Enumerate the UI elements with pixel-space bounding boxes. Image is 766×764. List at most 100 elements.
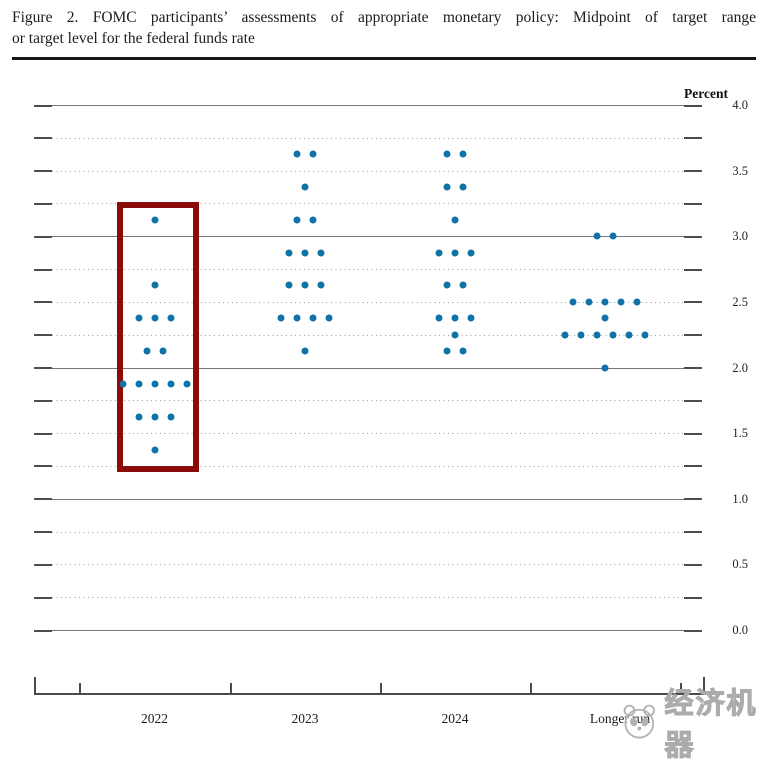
gridline (34, 269, 702, 271)
gridline-right-tick (684, 531, 702, 534)
x-axis (34, 693, 705, 695)
gridline-right-tick (684, 367, 702, 369)
gridline (34, 301, 702, 303)
fomc-dot (183, 380, 190, 388)
watermark-text: 经济机器 (664, 688, 758, 763)
fomc-dot (459, 347, 467, 355)
x-axis-label-2023: 2023 (291, 711, 319, 726)
fomc-dot (301, 249, 309, 257)
fomc-dot (119, 380, 126, 388)
fomc-dot (585, 298, 593, 306)
x-axis-tick (530, 683, 532, 694)
fomc-dot (593, 331, 601, 339)
fomc-dot (601, 364, 609, 371)
gridline-right-tick (684, 235, 702, 238)
fomc-dot (151, 446, 158, 454)
gridline-right-tick (684, 399, 702, 402)
fomc-dot (459, 281, 467, 289)
y-tick-label: 4.0 (732, 98, 748, 112)
fomc-dot (285, 281, 293, 289)
gridline-left-tick (34, 367, 52, 369)
gridline-left-tick (34, 432, 52, 435)
watermark: 经济机器 (618, 680, 766, 764)
fomc-dot (435, 249, 443, 257)
x-axis-label-2022: 2022 (141, 711, 168, 726)
gridline (34, 170, 702, 172)
gridline (34, 498, 702, 500)
y-tick-label: 0.5 (732, 557, 748, 572)
gridline (34, 334, 702, 336)
gridline-right-tick (684, 465, 702, 468)
gridline (34, 433, 702, 435)
dot-plot-chart: Percent 0.0 0.5 1.0 1.5 2.0 2.5 3.0 3.5 4.0 2022 2… (34, 86, 748, 726)
gridline-left-tick (34, 498, 52, 501)
gridline (34, 531, 702, 533)
fomc-dot (151, 413, 158, 421)
gridline-left-tick (34, 301, 52, 304)
fomc-dot (293, 150, 301, 158)
x-axis-tick (79, 683, 81, 694)
gridline-left-tick (34, 334, 52, 337)
fomc-dot (467, 314, 475, 322)
fomc-dot (577, 331, 585, 339)
fomc-dot (151, 380, 158, 388)
x-axis-tick (703, 677, 705, 694)
fomc-dot (459, 183, 467, 191)
fomc-dot (151, 216, 158, 224)
x-axis-tick (34, 677, 36, 694)
gridline-left-tick (34, 235, 52, 238)
fomc-dot (625, 331, 633, 339)
fomc-dot (143, 347, 150, 355)
fomc-dot (569, 298, 577, 306)
y-tick-label: 3.0 (732, 229, 748, 244)
gridline-right-tick (684, 202, 702, 205)
y-tick-label: 2.5 (732, 294, 748, 309)
fomc-dot (159, 347, 166, 355)
gridline (34, 400, 702, 402)
gridline (34, 597, 702, 599)
gridline-left-tick (34, 563, 52, 566)
gridline-right-tick (684, 170, 702, 173)
fomc-dot (467, 249, 475, 257)
gridline-left-tick (34, 104, 52, 107)
fomc-dot (167, 413, 174, 421)
fomc-dot (601, 314, 609, 322)
x-axis-tick (230, 683, 232, 694)
fomc-dot (301, 281, 309, 289)
fomc-dot (301, 183, 309, 191)
panda-logo-icon (623, 704, 655, 739)
gridline (34, 236, 702, 238)
gridline-right-tick (684, 596, 702, 599)
fomc-dot (151, 314, 158, 322)
fomc-dot (443, 183, 451, 191)
figure-title-line2: or target level for the federal funds ra… (12, 30, 255, 47)
fomc-dot (135, 314, 142, 322)
title-divider-rule (12, 57, 756, 60)
fomc-dot (459, 150, 467, 158)
fomc-dot (609, 331, 617, 339)
fomc-dot (317, 249, 325, 257)
fomc-dot (285, 249, 293, 257)
gridline-left-tick (34, 531, 52, 534)
gridline-right-tick (684, 629, 702, 632)
gridline (34, 367, 702, 369)
fomc-dot (301, 347, 309, 355)
gridline (34, 564, 702, 566)
fomc-dot (309, 150, 317, 158)
fomc-dot (601, 298, 609, 306)
gridline (34, 137, 702, 139)
x-axis-label-2024: 2024 (441, 711, 469, 726)
fomc-dot (317, 281, 325, 289)
y-tick-label: 0.0 (732, 623, 748, 637)
y-axis-unit-label: Percent (684, 86, 728, 101)
gridline-left-tick (34, 596, 52, 599)
gridline (34, 203, 702, 205)
gridline-right-tick (684, 432, 702, 435)
gridline (34, 630, 702, 631)
y-tick-label: 3.5 (732, 163, 748, 178)
fomc-dot (325, 314, 333, 322)
fomc-dot (309, 314, 317, 322)
fomc-dot (135, 413, 142, 421)
y-tick-label: 1.0 (732, 491, 748, 506)
fomc-dot (151, 281, 158, 289)
